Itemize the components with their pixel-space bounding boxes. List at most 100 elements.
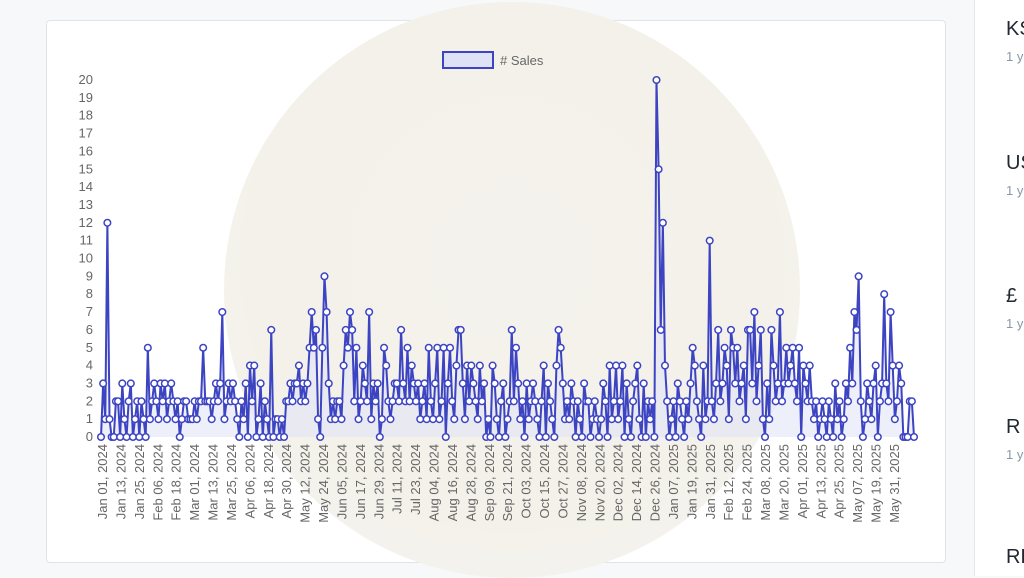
data-point[interactable] [288, 397, 297, 406]
data-point[interactable] [624, 415, 633, 424]
data-point[interactable] [160, 379, 169, 388]
data-point[interactable] [254, 415, 263, 424]
data-point[interactable] [701, 415, 710, 424]
data-point[interactable] [750, 308, 759, 317]
data-point[interactable] [416, 415, 425, 424]
data-point[interactable] [697, 432, 706, 442]
data-point[interactable] [801, 379, 810, 388]
data-point[interactable] [786, 361, 795, 370]
data-point[interactable] [320, 272, 329, 281]
data-point[interactable] [109, 432, 118, 442]
data-point[interactable] [841, 379, 850, 388]
data-point[interactable] [554, 325, 563, 334]
data-point[interactable] [360, 379, 369, 388]
data-point[interactable] [394, 397, 404, 406]
data-point[interactable] [233, 415, 242, 424]
data-point[interactable] [122, 432, 131, 442]
data-point[interactable] [260, 397, 269, 406]
panel-card-1[interactable]: KS 1 y [1006, 18, 1024, 64]
data-point[interactable] [895, 361, 904, 370]
data-point[interactable] [909, 432, 919, 442]
data-point[interactable] [609, 397, 618, 406]
data-point[interactable] [690, 361, 699, 370]
data-point[interactable] [450, 415, 459, 424]
data-point[interactable] [503, 415, 512, 424]
data-point[interactable] [171, 415, 180, 424]
panel-card-5[interactable]: RE [1006, 546, 1024, 569]
data-point[interactable] [675, 397, 684, 406]
data-point[interactable] [407, 361, 416, 370]
data-point[interactable] [294, 361, 303, 370]
data-point[interactable] [694, 415, 704, 424]
data-point[interactable] [392, 379, 401, 388]
data-point[interactable] [546, 397, 555, 406]
data-point[interactable] [822, 432, 831, 442]
data-point[interactable] [580, 379, 589, 388]
data-point[interactable] [754, 361, 763, 370]
data-point[interactable] [839, 415, 848, 424]
data-point[interactable] [846, 343, 855, 352]
data-point[interactable] [639, 379, 648, 388]
data-point[interactable] [182, 397, 191, 406]
data-point[interactable] [629, 397, 638, 406]
data-point[interactable] [741, 415, 750, 424]
data-point[interactable] [709, 415, 718, 424]
data-point[interactable] [584, 397, 593, 406]
data-point[interactable] [139, 415, 148, 424]
data-point[interactable] [218, 308, 227, 317]
data-point[interactable] [318, 343, 327, 352]
data-point[interactable] [343, 343, 352, 352]
data-point[interactable] [411, 397, 421, 406]
data-point[interactable] [818, 397, 827, 406]
data-point[interactable] [652, 75, 661, 85]
data-point[interactable] [614, 415, 623, 424]
data-point[interactable] [507, 325, 516, 334]
data-point[interactable] [575, 415, 584, 424]
data-point[interactable] [626, 432, 635, 442]
data-point[interactable] [243, 432, 252, 442]
data-point[interactable] [511, 343, 521, 352]
data-point[interactable] [897, 379, 906, 388]
data-point[interactable] [597, 415, 606, 424]
data-point[interactable] [882, 379, 891, 388]
data-point[interactable] [843, 397, 853, 406]
data-point[interactable] [680, 432, 689, 442]
data-point[interactable] [207, 415, 216, 424]
data-point[interactable] [663, 397, 672, 406]
data-point[interactable] [603, 432, 612, 442]
data-point[interactable] [633, 361, 642, 370]
data-point[interactable] [739, 361, 748, 370]
data-point[interactable] [448, 397, 457, 406]
data-point[interactable] [154, 415, 163, 424]
data-point[interactable] [735, 397, 744, 406]
data-point[interactable] [116, 432, 125, 442]
data-point[interactable] [601, 397, 610, 406]
data-point[interactable] [380, 343, 389, 352]
panel-card-2[interactable]: US 1 y [1006, 152, 1024, 198]
data-point[interactable] [886, 308, 895, 317]
data-point[interactable] [799, 361, 808, 370]
data-point[interactable] [167, 379, 176, 388]
data-point[interactable] [237, 397, 246, 406]
data-point[interactable] [760, 432, 770, 442]
data-point[interactable] [403, 343, 412, 352]
data-point[interactable] [833, 415, 842, 424]
data-point[interactable] [158, 397, 167, 406]
data-point[interactable] [314, 415, 323, 424]
data-point[interactable] [705, 236, 714, 245]
data-point[interactable] [650, 432, 659, 442]
data-point[interactable] [848, 379, 857, 388]
data-point[interactable] [145, 415, 154, 424]
data-point[interactable] [214, 397, 223, 406]
data-point[interactable] [258, 432, 267, 442]
data-point[interactable] [162, 415, 172, 424]
data-point[interactable] [437, 397, 446, 406]
data-point[interactable] [135, 432, 144, 442]
panel-card-4[interactable]: R 1 y [1006, 416, 1023, 462]
data-point[interactable] [829, 432, 838, 442]
data-point[interactable] [814, 432, 823, 442]
data-point[interactable] [516, 415, 525, 424]
data-point[interactable] [150, 379, 159, 388]
data-point[interactable] [769, 361, 778, 370]
data-point[interactable] [494, 432, 504, 442]
